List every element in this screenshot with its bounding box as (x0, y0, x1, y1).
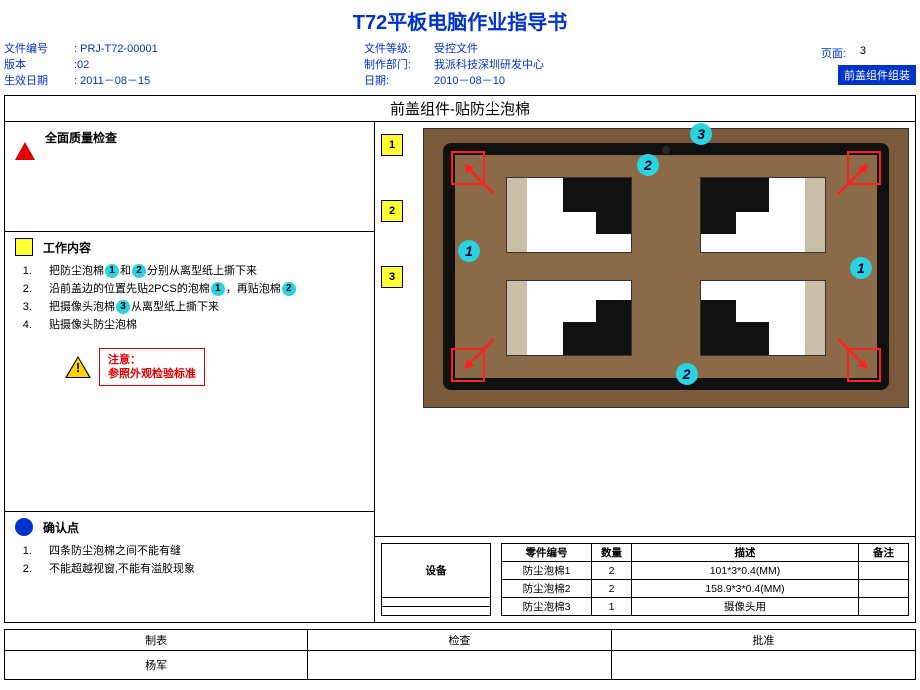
red-callout (847, 348, 881, 382)
table-cell: 防尘泡棉2 (502, 580, 592, 598)
quality-title: 全面质量检查 (45, 129, 117, 146)
list-item: 四条防尘泡棉之间不能有缝 (35, 542, 364, 560)
num-badge: 1 (105, 264, 119, 278)
circle-blue-icon (15, 518, 33, 536)
table-cell: 2 (592, 580, 632, 598)
inset (700, 177, 826, 253)
footer-val (612, 651, 915, 675)
step-column: 1 2 3 (381, 128, 415, 530)
list-item: 贴摄像头防尘泡棉 (35, 316, 364, 334)
table-header: 备注 (859, 544, 909, 562)
camera-dot (662, 146, 670, 154)
assembly-photo: 32112 (423, 128, 909, 408)
header: 文件编号 版本 生效日期 : PRJ-T72-00001 :02 : 2011－… (4, 41, 916, 89)
photo-badge: 2 (676, 363, 698, 385)
num-badge: 3 (116, 300, 130, 314)
hdr-label: 生效日期 (4, 73, 74, 89)
hdr-label: 日期: (364, 73, 434, 89)
hdr-label: 文件等级: (364, 41, 434, 57)
table-cell: 158.9*3*0.4(MM) (632, 580, 859, 598)
list-item: 沿前盖边的位置先贴2PCS的泡棉1，再贴泡棉2 (35, 280, 364, 298)
hdr-label: 制作部门: (364, 57, 434, 73)
footer-head: 制表 (5, 630, 307, 651)
list-item: 把摄像头泡棉3从离型纸上撕下来 (35, 298, 364, 316)
confirm-title: 确认点 (43, 519, 79, 536)
warn-text: 参照外观检验标准 (108, 367, 196, 381)
num-badge: 2 (282, 282, 296, 296)
main-frame: 前盖组件-贴防尘泡棉 全面质量检查 工作内容 把防尘泡棉1和2分别从离型纸上撕下… (4, 95, 916, 623)
table-cell: 摄像头用 (632, 598, 859, 616)
hdr-label: 文件编号 (4, 41, 74, 57)
table-cell: 2 (592, 562, 632, 580)
footer-head: 检查 (308, 630, 610, 651)
red-callout (451, 151, 485, 185)
square-yellow-icon (15, 238, 33, 256)
photo-badge: 1 (850, 257, 872, 279)
table-row: 防尘泡棉31摄像头用 (502, 598, 909, 616)
list-item: 不能超越视窗,不能有溢胶现象 (35, 560, 364, 578)
photo-badge: 2 (637, 154, 659, 176)
hdr-value: :02 (74, 57, 158, 73)
red-callout (451, 348, 485, 382)
table-cell: 101*3*0.4(MM) (632, 562, 859, 580)
table-cell (382, 598, 491, 607)
parts-table: 零件编号数量描述备注 防尘泡棉12101*3*0.4(MM)防尘泡棉22158.… (501, 543, 909, 616)
table-cell: 防尘泡棉1 (502, 562, 592, 580)
footer-head: 批准 (612, 630, 915, 651)
table-header: 数量 (592, 544, 632, 562)
hdr-value: 受控文件 (434, 41, 544, 57)
hdr-value: 我派科技深圳研发中心 (434, 57, 544, 73)
doc-title: T72平板电脑作业指导书 (4, 6, 916, 35)
warning-icon: ! (65, 356, 91, 378)
table-header: 设备 (382, 544, 491, 598)
table-cell (859, 580, 909, 598)
work-list: 把防尘泡棉1和2分别从离型纸上撕下来沿前盖边的位置先贴2PCS的泡棉1，再贴泡棉… (35, 262, 364, 334)
photo-badge: 1 (458, 240, 480, 262)
section-title: 前盖组件-贴防尘泡棉 (5, 96, 915, 122)
tablet-frame (443, 143, 888, 390)
hdr-value: : 2011－08－15 (74, 73, 158, 89)
table-header: 描述 (632, 544, 859, 562)
work-title: 工作内容 (43, 239, 91, 256)
step-marker: 2 (381, 200, 403, 222)
warn-title: 注意： (108, 353, 196, 367)
triangle-red-icon (15, 128, 35, 146)
table-row: 防尘泡棉12101*3*0.4(MM) (502, 562, 909, 580)
hdr-value: : PRJ-T72-00001 (74, 41, 158, 57)
table-row: 防尘泡棉22158.9*3*0.4(MM) (502, 580, 909, 598)
footer-val: 杨军 (5, 651, 307, 679)
table-cell (859, 562, 909, 580)
num-badge: 2 (132, 264, 146, 278)
num-badge: 1 (211, 282, 225, 296)
table-cell: 防尘泡棉3 (502, 598, 592, 616)
red-callout (847, 151, 881, 185)
hdr-value: 2010－08－10 (434, 73, 544, 89)
step-marker: 3 (381, 266, 403, 288)
page-number: 3 (860, 45, 866, 57)
confirm-list: 四条防尘泡棉之间不能有缝 不能超越视窗,不能有溢胶现象 (35, 542, 364, 578)
equipment-table: 设备 (381, 543, 491, 616)
table-cell (382, 607, 491, 616)
table-cell (859, 598, 909, 616)
assembly-tag: 前盖组件组装 (838, 65, 916, 85)
step-marker: 1 (381, 134, 403, 156)
table-header: 零件编号 (502, 544, 592, 562)
table-cell: 1 (592, 598, 632, 616)
hdr-label: 版本 (4, 57, 74, 73)
inset (700, 280, 826, 356)
list-item: 把防尘泡棉1和2分别从离型纸上撕下来 (35, 262, 364, 280)
inset (506, 280, 632, 356)
inset (506, 177, 632, 253)
signoff-footer: 制表 杨军 检查 批准 (4, 629, 916, 680)
page-label: 页面: (821, 45, 846, 61)
footer-val (308, 651, 610, 675)
warning-box: 注意： 参照外观检验标准 (99, 348, 205, 386)
